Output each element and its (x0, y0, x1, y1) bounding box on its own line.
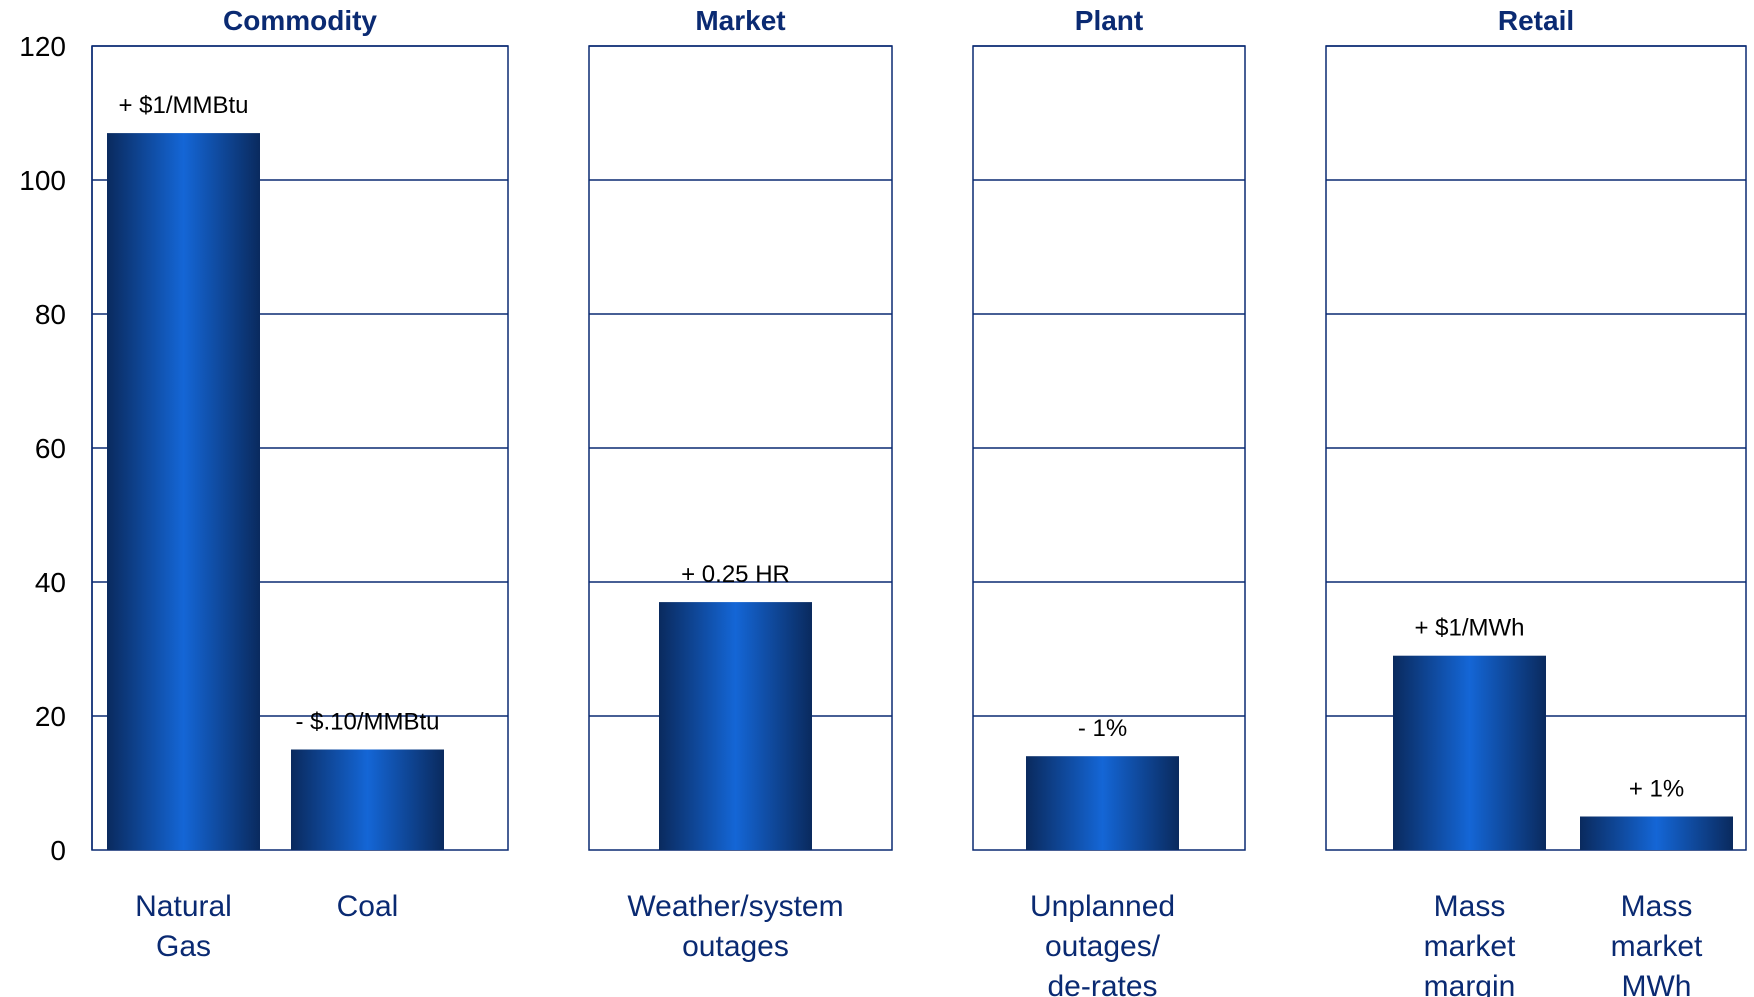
bar (291, 749, 444, 850)
category-label: margin (1424, 970, 1516, 997)
bar (107, 133, 260, 851)
chart-panel: Plant - 1% Unplanned outages/de-rates (972, 5, 1246, 997)
data-label: + $1/MMBtu (118, 92, 248, 119)
y-tick-label: 100 (19, 165, 66, 196)
data-label: + 1% (1629, 776, 1684, 803)
category-label: market (1611, 930, 1703, 963)
y-axis: 0 20 40 60 80 100 120 (19, 31, 93, 866)
chart-panel: Market + 0.25 HR Weather/system outages (588, 5, 893, 963)
bar (1026, 756, 1179, 850)
category-label: Mass (1621, 890, 1693, 923)
y-tick-label: 60 (35, 433, 66, 464)
panel-title: Plant (1075, 5, 1143, 36)
panel-title: Retail (1498, 5, 1574, 36)
y-tick-label: 0 (50, 835, 66, 866)
data-label: - $.10/MMBtu (295, 709, 439, 736)
y-tick-label: 40 (35, 567, 66, 598)
category-label: MWh (1622, 970, 1692, 997)
chart-panel: Commodity + $1/MMBtu Natural Gas - $.10/MMBt… (91, 5, 509, 963)
category-label: Gas (156, 930, 211, 963)
bar (1580, 816, 1733, 850)
y-tick-label: 20 (35, 701, 66, 732)
category-label: de-rates (1047, 970, 1157, 997)
chart-panels: Commodity + $1/MMBtu Natural Gas - $.10/MMBt… (91, 5, 1747, 997)
category-label: Weather/system (627, 890, 843, 923)
category-label: Natural (135, 890, 232, 923)
panel-title: Market (695, 5, 785, 36)
bar (1393, 655, 1546, 850)
category-label: outages (682, 930, 789, 963)
data-label: - 1% (1078, 715, 1127, 742)
category-label: market (1424, 930, 1516, 963)
category-label: Mass (1434, 890, 1506, 923)
panel-title: Commodity (223, 5, 377, 36)
category-label: outages/ (1045, 930, 1161, 963)
data-label: + 0.25 HR (681, 561, 790, 588)
category-label: Coal (337, 890, 399, 923)
bar (659, 602, 812, 850)
data-label: + $1/MWh (1414, 615, 1524, 642)
y-tick-label: 80 (35, 299, 66, 330)
y-tick-label: 120 (19, 31, 66, 62)
category-label: Unplanned (1030, 890, 1175, 923)
chart-panel: Retail + $1/MWh Mass market margin + 1% Mass ma… (1325, 5, 1747, 997)
